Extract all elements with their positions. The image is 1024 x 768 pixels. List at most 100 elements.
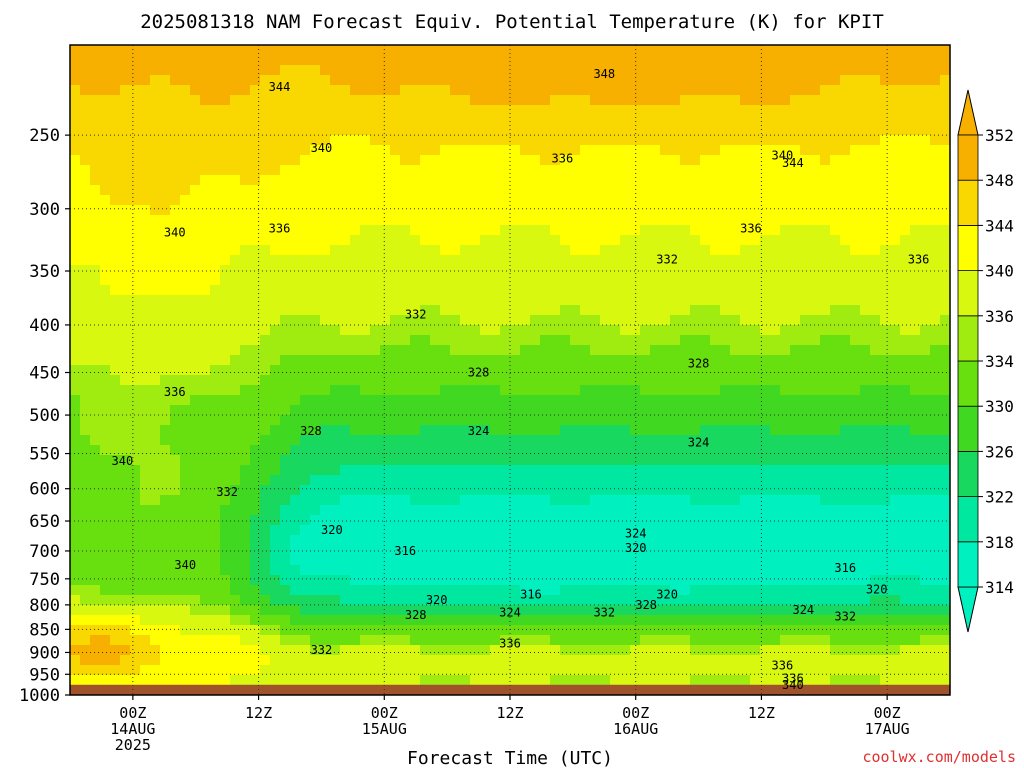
field-cell bbox=[710, 325, 721, 336]
field-cell bbox=[400, 185, 411, 196]
field-cell bbox=[790, 255, 801, 266]
field-cell bbox=[620, 65, 631, 76]
field-cell bbox=[270, 525, 281, 536]
field-cell bbox=[710, 195, 721, 206]
field-cell bbox=[340, 395, 351, 406]
field-cell bbox=[240, 345, 251, 356]
field-cell bbox=[310, 405, 321, 416]
field-cell bbox=[340, 115, 351, 126]
field-cell bbox=[750, 45, 761, 56]
field-cell bbox=[590, 65, 601, 76]
field-cell bbox=[370, 215, 381, 226]
field-cell bbox=[390, 245, 401, 256]
field-cell bbox=[480, 105, 491, 116]
field-cell bbox=[350, 475, 361, 486]
field-cell bbox=[470, 205, 481, 216]
field-cell bbox=[830, 595, 841, 606]
field-cell bbox=[820, 205, 831, 216]
field-cell bbox=[460, 405, 471, 416]
field-cell bbox=[110, 165, 121, 176]
field-cell bbox=[180, 255, 191, 266]
field-cell bbox=[270, 295, 281, 306]
field-cell bbox=[340, 305, 351, 316]
field-cell bbox=[250, 75, 261, 86]
field-cell bbox=[470, 495, 481, 506]
field-cell bbox=[860, 95, 871, 106]
field-cell bbox=[150, 125, 161, 136]
field-cell bbox=[620, 355, 631, 366]
field-cell bbox=[700, 425, 711, 436]
field-cell bbox=[880, 465, 891, 476]
field-cell bbox=[900, 95, 911, 106]
field-cell bbox=[250, 55, 261, 66]
field-cell bbox=[750, 345, 761, 356]
field-cell bbox=[100, 325, 111, 336]
field-cell bbox=[800, 255, 811, 266]
field-cell bbox=[70, 475, 81, 486]
field-cell bbox=[360, 235, 371, 246]
field-cell bbox=[70, 125, 81, 136]
field-cell bbox=[510, 525, 521, 536]
field-cell bbox=[250, 145, 261, 156]
field-cell bbox=[150, 245, 161, 256]
field-cell bbox=[850, 145, 861, 156]
field-cell bbox=[650, 395, 661, 406]
field-cell bbox=[500, 385, 511, 396]
field-cell bbox=[860, 575, 871, 586]
field-cell bbox=[120, 535, 131, 546]
field-cell bbox=[910, 585, 921, 596]
field-cell bbox=[370, 205, 381, 216]
field-cell bbox=[140, 375, 151, 386]
field-cell bbox=[140, 525, 151, 536]
field-cell bbox=[360, 365, 371, 376]
field-cell bbox=[750, 555, 761, 566]
field-cell bbox=[590, 205, 601, 216]
field-cell bbox=[900, 515, 911, 526]
field-cell bbox=[840, 335, 851, 346]
field-cell bbox=[810, 355, 821, 366]
field-cell bbox=[570, 475, 581, 486]
field-cell bbox=[240, 425, 251, 436]
field-cell bbox=[200, 285, 211, 296]
field-cell bbox=[320, 415, 331, 426]
field-cell bbox=[920, 465, 931, 476]
field-cell bbox=[780, 315, 791, 326]
field-cell bbox=[890, 355, 901, 366]
field-cell bbox=[290, 85, 301, 96]
field-cell bbox=[780, 465, 791, 476]
field-cell bbox=[820, 225, 831, 236]
field-cell bbox=[730, 505, 741, 516]
field-cell bbox=[570, 525, 581, 536]
field-cell bbox=[120, 195, 131, 206]
field-cell bbox=[290, 355, 301, 366]
field-cell bbox=[300, 215, 311, 226]
field-cell bbox=[330, 325, 341, 336]
field-cell bbox=[620, 175, 631, 186]
field-cell bbox=[790, 215, 801, 226]
field-cell bbox=[680, 215, 691, 226]
field-cell bbox=[880, 435, 891, 446]
field-cell bbox=[590, 125, 601, 136]
field-cell bbox=[890, 175, 901, 186]
field-cell bbox=[360, 155, 371, 166]
field-cell bbox=[280, 165, 291, 176]
field-cell bbox=[630, 405, 641, 416]
field-cell bbox=[800, 115, 811, 126]
field-cell bbox=[160, 345, 171, 356]
field-cell bbox=[550, 75, 561, 86]
field-cell bbox=[700, 515, 711, 526]
field-cell bbox=[890, 185, 901, 196]
field-cell bbox=[700, 305, 711, 316]
field-cell bbox=[330, 265, 341, 276]
field-cell bbox=[140, 115, 151, 126]
field-cell bbox=[910, 525, 921, 536]
field-cell bbox=[800, 335, 811, 346]
field-cell bbox=[220, 455, 231, 466]
field-cell bbox=[470, 105, 481, 116]
field-cell bbox=[850, 75, 861, 86]
field-cell bbox=[550, 105, 561, 116]
field-cell bbox=[560, 525, 571, 536]
field-cell bbox=[420, 325, 431, 336]
field-cell bbox=[660, 295, 671, 306]
field-cell bbox=[460, 185, 471, 196]
